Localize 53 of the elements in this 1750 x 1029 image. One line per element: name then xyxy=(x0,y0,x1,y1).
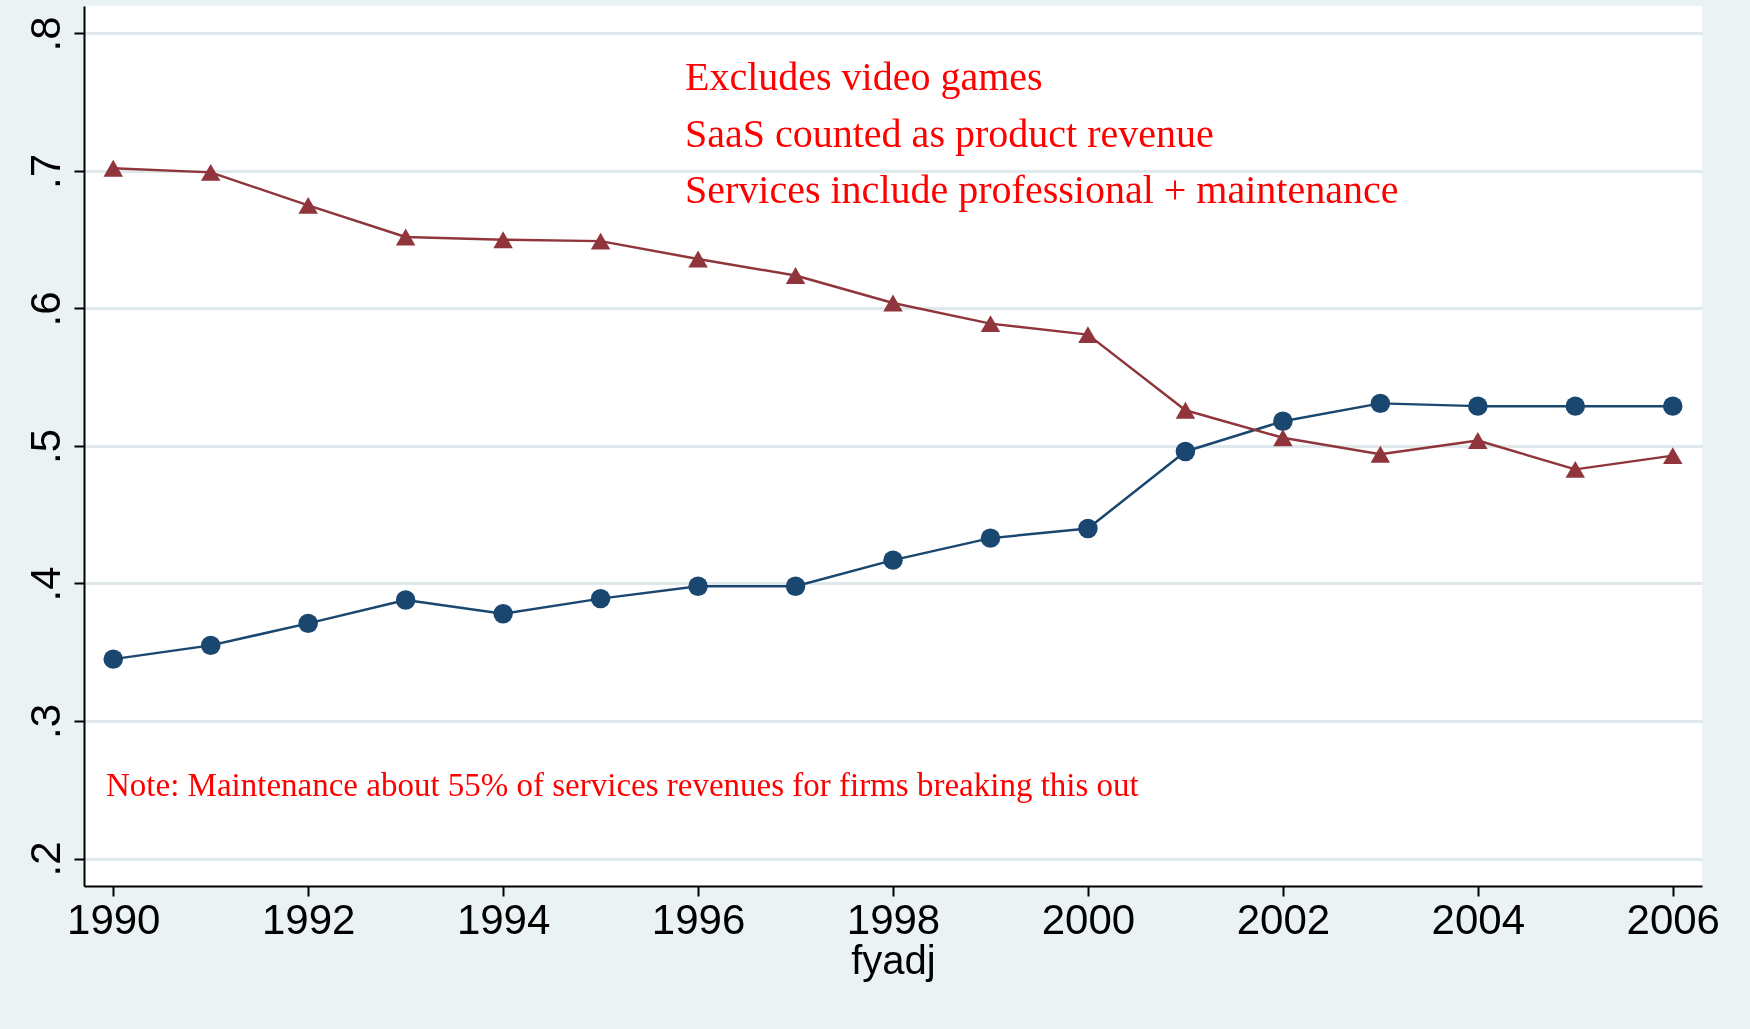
y-tick-label: .5 xyxy=(21,428,69,465)
point xyxy=(1468,432,1488,449)
point xyxy=(200,163,221,181)
point xyxy=(1370,393,1391,414)
point xyxy=(1565,396,1586,416)
y-tick-label: .8 xyxy=(21,16,69,52)
point xyxy=(590,232,611,250)
point xyxy=(395,590,416,610)
point xyxy=(688,576,708,596)
x-tick-label: 2002 xyxy=(1236,895,1331,943)
point xyxy=(1663,447,1683,465)
point xyxy=(1273,411,1293,431)
x-tick-label: 2000 xyxy=(1041,895,1136,943)
point xyxy=(493,604,513,624)
point xyxy=(590,588,611,609)
x-tick-label: 2006 xyxy=(1626,895,1720,943)
x-tick-label: 1996 xyxy=(651,895,746,943)
point xyxy=(395,228,416,246)
y-tick-label: .3 xyxy=(21,703,69,740)
point xyxy=(298,613,318,634)
y-tick-label: .4 xyxy=(21,566,69,602)
point xyxy=(1078,326,1098,344)
y-tick-label: .7 xyxy=(21,153,69,190)
y-tick-label: .2 xyxy=(21,841,69,877)
point xyxy=(493,231,513,249)
point xyxy=(1370,445,1391,463)
x-tick-label: 1990 xyxy=(67,895,161,943)
point xyxy=(1565,460,1586,478)
point xyxy=(298,196,318,214)
point xyxy=(1273,429,1293,447)
x-tick-label: 2004 xyxy=(1431,895,1526,943)
annotation: SaaS counted as product revenue xyxy=(685,111,1214,156)
point xyxy=(980,315,1001,333)
point xyxy=(883,550,903,570)
point xyxy=(103,649,123,669)
point xyxy=(200,635,221,656)
point xyxy=(1175,401,1196,419)
point xyxy=(1175,441,1196,462)
annotation: Excludes video games xyxy=(685,54,1043,99)
point xyxy=(1078,518,1098,539)
point xyxy=(103,159,123,177)
point xyxy=(785,267,806,284)
x-tick-label: 1992 xyxy=(261,895,356,943)
y-tick-label: .6 xyxy=(21,291,69,327)
x-tick-label: 1994 xyxy=(456,895,551,943)
point xyxy=(980,528,1001,548)
point xyxy=(883,294,903,312)
point xyxy=(1663,396,1683,416)
point xyxy=(785,576,806,596)
annotation: Note: Maintenance about 55% of services revenues for firms breaking this out xyxy=(106,767,1139,803)
point xyxy=(1468,396,1488,416)
annotation: Services include professional + maintenance xyxy=(685,167,1399,212)
point xyxy=(688,250,708,268)
